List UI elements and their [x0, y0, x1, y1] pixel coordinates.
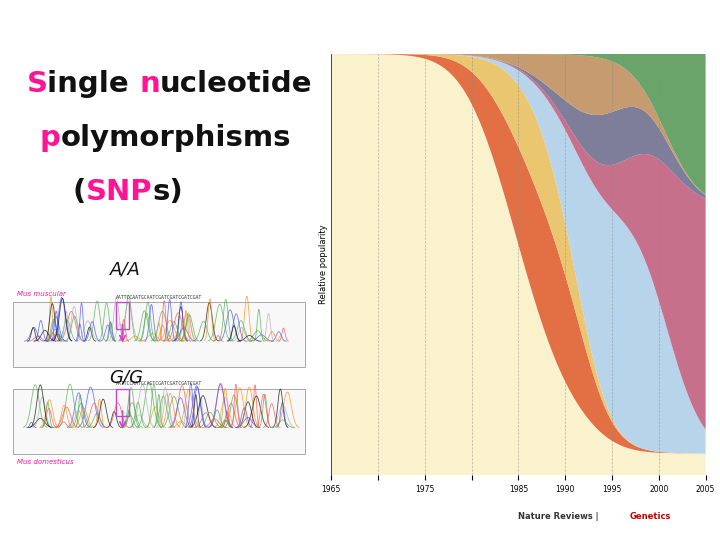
Text: olymorphisms: olymorphisms: [60, 124, 291, 152]
Text: Mus muscular: Mus muscular: [17, 291, 66, 297]
Bar: [13, 302, 305, 367]
Text: Nature Reviews |: Nature Reviews |: [518, 512, 602, 521]
Text: ucleotide: ucleotide: [160, 70, 312, 98]
Text: A/A: A/A: [110, 260, 141, 278]
Text: G/G: G/G: [109, 368, 143, 386]
Text: AATTCCAATGCAATCGATCGATCGATCGAT: AATTCCAATGCAATCGATCGATCGATCGAT: [116, 295, 202, 300]
Text: n: n: [139, 70, 160, 98]
Text: S: S: [27, 70, 48, 98]
Text: s): s): [153, 178, 184, 206]
Text: AATTCCAATGCAGTCGATCGATCGATCGAT: AATTCCAATGCAGTCGATCGATCGATCGAT: [116, 381, 202, 386]
Text: Mus domesticus: Mus domesticus: [17, 459, 73, 465]
Text: (: (: [73, 178, 86, 206]
Text: p: p: [40, 124, 60, 152]
Text: ingle: ingle: [48, 70, 139, 98]
Text: Genetics: Genetics: [630, 512, 671, 521]
Bar: [13, 389, 305, 454]
Text: SNP: SNP: [86, 178, 153, 206]
Y-axis label: Relative popularity: Relative popularity: [320, 225, 328, 305]
